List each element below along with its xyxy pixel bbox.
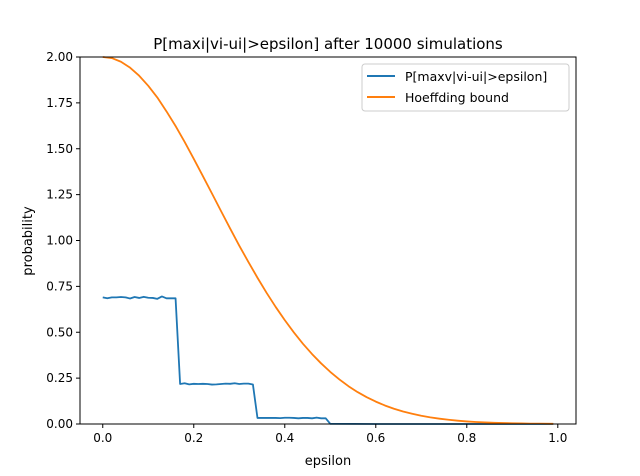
x-tick-label: 0.8 — [457, 431, 476, 445]
plot-background — [80, 57, 576, 424]
series-line-2 — [102, 56, 554, 425]
chart-title: P[maxi|vi-ui|>epsilon] after 10000 simul… — [153, 35, 503, 53]
x-tick-label: 0.0 — [93, 431, 112, 445]
y-tick-label: 0.75 — [46, 279, 73, 293]
y-tick-label: 0.00 — [46, 417, 73, 431]
x-axis-label: epsilon — [305, 454, 351, 469]
x-tick-label: 0.2 — [184, 431, 203, 445]
plot-area — [80, 57, 576, 424]
x-tick-label: 0.4 — [275, 431, 294, 445]
x-tick-label: 0.6 — [366, 431, 385, 445]
legend-box — [361, 63, 570, 112]
legend-label: Hoeffding bound — [405, 90, 509, 105]
y-tick-label: 1.00 — [46, 234, 73, 248]
axes-frame — [79, 56, 577, 425]
series-layer — [102, 56, 554, 425]
y-tick-label: 2.00 — [46, 50, 73, 64]
y-tick-label: 0.25 — [46, 371, 73, 385]
y-tick-label: 1.50 — [46, 142, 73, 156]
legend-label: P[maxv|vi-ui|>epsilon] — [405, 69, 547, 84]
series-line-1 — [102, 295, 554, 425]
y-tick-label: 1.25 — [46, 188, 73, 202]
y-axis-label: probability — [21, 206, 36, 276]
legend: P[maxv|vi-ui|>epsilon] Hoeffding bound — [361, 63, 570, 112]
y-tick-label: 0.50 — [46, 325, 73, 339]
y-tick-label: 1.75 — [46, 96, 73, 110]
ticks-layer: 0.0 0.2 0.4 0.6 0.8 1.0 0.00 0.25 0.50 0.75 1.00 1.… — [46, 50, 567, 445]
x-tick-label: 1.0 — [548, 431, 567, 445]
